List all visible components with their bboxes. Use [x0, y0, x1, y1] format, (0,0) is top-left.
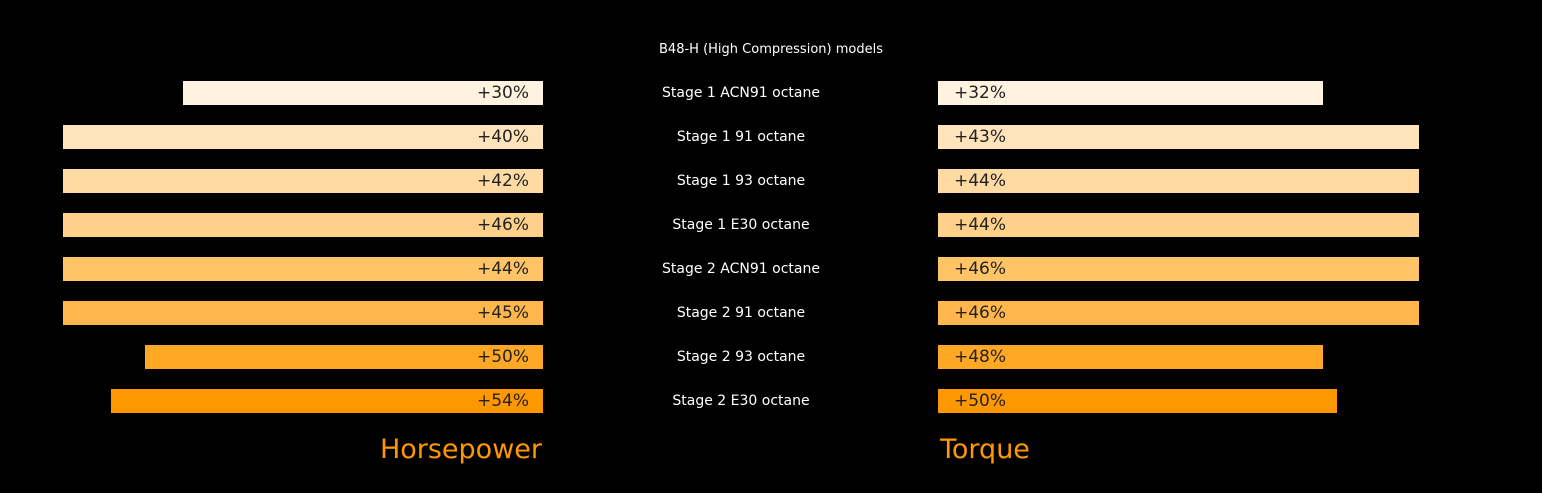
chart-title: B48-H (High Compression) models [659, 42, 883, 57]
horsepower-value-label: +46% [476, 215, 529, 235]
torque-bar: +46% [938, 301, 1419, 325]
horsepower-bar: +30% [183, 81, 543, 105]
torque-bar: +44% [938, 213, 1419, 237]
category-label: Stage 2 93 octane [676, 349, 806, 365]
horsepower-bar: +40% [63, 125, 543, 149]
chart-row: +40% Stage 1 91 octane +43% [0, 125, 1542, 149]
torque-value-label: +44% [954, 171, 1007, 191]
torque-bar: +43% [938, 125, 1419, 149]
category-label: Stage 2 E30 octane [672, 393, 810, 409]
category-label: Stage 1 E30 octane [672, 217, 810, 233]
horsepower-value-label: +50% [476, 347, 529, 367]
horsepower-value-label: +54% [476, 391, 529, 411]
category-label: Stage 2 ACN91 octane [662, 261, 820, 277]
chart-row: +54% Stage 2 E30 octane +50% [0, 389, 1542, 413]
category-label: Stage 1 91 octane [676, 129, 806, 145]
chart-row: +50% Stage 2 93 octane +48% [0, 345, 1542, 369]
torque-value-label: +46% [954, 303, 1007, 323]
category-label: Stage 1 93 octane [676, 173, 806, 189]
horsepower-value-label: +40% [476, 127, 529, 147]
horsepower-title: Horsepower [379, 434, 542, 465]
horsepower-bar: +45% [63, 301, 543, 325]
torque-title: Torque [940, 434, 1030, 465]
torque-value-label: +32% [954, 83, 1007, 103]
horsepower-value-label: +42% [476, 171, 529, 191]
torque-value-label: +48% [954, 347, 1007, 367]
torque-value-label: +44% [954, 215, 1007, 235]
chart-row: +44% Stage 2 ACN91 octane +46% [0, 257, 1542, 281]
torque-value-label: +43% [954, 127, 1007, 147]
torque-bar: +44% [938, 169, 1419, 193]
horsepower-value-label: +30% [476, 83, 529, 103]
category-label: Stage 1 ACN91 octane [662, 85, 820, 101]
torque-value-label: +46% [954, 259, 1007, 279]
chart-row: +46% Stage 1 E30 octane +44% [0, 213, 1542, 237]
torque-bar: +32% [938, 81, 1323, 105]
horsepower-bar: +44% [63, 257, 543, 281]
horsepower-bar: +42% [63, 169, 543, 193]
chart-row: +30% Stage 1 ACN91 octane +32% [0, 81, 1542, 105]
horsepower-value-label: +45% [476, 303, 529, 323]
category-label: Stage 2 91 octane [676, 305, 806, 321]
torque-value-label: +50% [954, 391, 1007, 411]
horsepower-value-label: +44% [476, 259, 529, 279]
torque-bar: +48% [938, 345, 1323, 369]
horsepower-bar: +50% [145, 345, 543, 369]
torque-bar: +50% [938, 389, 1337, 413]
chart-row: +45% Stage 2 91 octane +46% [0, 301, 1542, 325]
torque-bar: +46% [938, 257, 1419, 281]
horsepower-bar: +46% [63, 213, 543, 237]
chart-row: +42% Stage 1 93 octane +44% [0, 169, 1542, 193]
horsepower-bar: +54% [111, 389, 543, 413]
